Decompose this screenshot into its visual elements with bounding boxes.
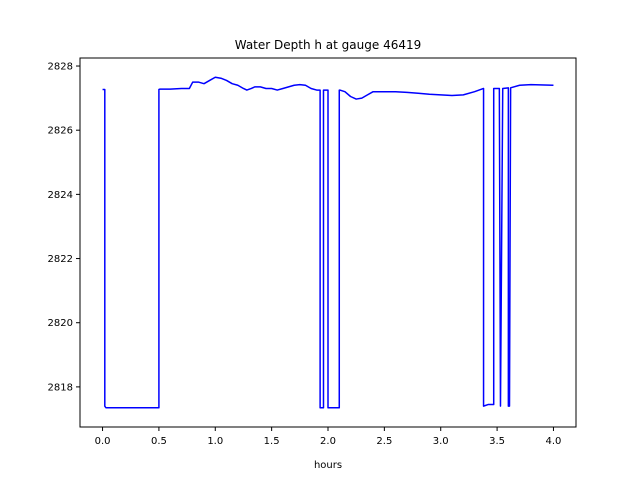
chart-title: Water Depth h at gauge 46419 [235, 38, 422, 52]
y-tick-label: 2822 [48, 254, 73, 265]
x-tick-label: 2.0 [320, 436, 336, 447]
y-tick-label: 2820 [48, 318, 73, 329]
series-layer [102, 76, 554, 409]
x-tick-label: 1.5 [264, 436, 280, 447]
x-tick-label: 2.5 [376, 436, 392, 447]
x-axis-ticks: 0.0 0.5 1.0 1.5 2.0 2.5 3.0 3.5 4.0 [95, 427, 562, 447]
y-axis-ticks: 2818 2820 2822 2824 2826 2828 [48, 62, 80, 393]
y-tick-label: 2826 [48, 126, 73, 137]
plot-area [79, 57, 577, 428]
y-tick-label: 2818 [48, 382, 73, 393]
series-line [102, 76, 554, 409]
x-axis-label: hours [314, 460, 342, 471]
x-tick-label: 0.0 [95, 436, 111, 447]
x-tick-label: 0.5 [151, 436, 167, 447]
x-tick-label: 4.0 [546, 436, 562, 447]
x-tick-label: 3.0 [433, 436, 449, 447]
y-tick-label: 2828 [48, 62, 73, 73]
y-tick-label: 2824 [48, 190, 73, 201]
x-tick-label: 3.5 [489, 436, 505, 447]
x-tick-label: 1.0 [207, 436, 223, 447]
